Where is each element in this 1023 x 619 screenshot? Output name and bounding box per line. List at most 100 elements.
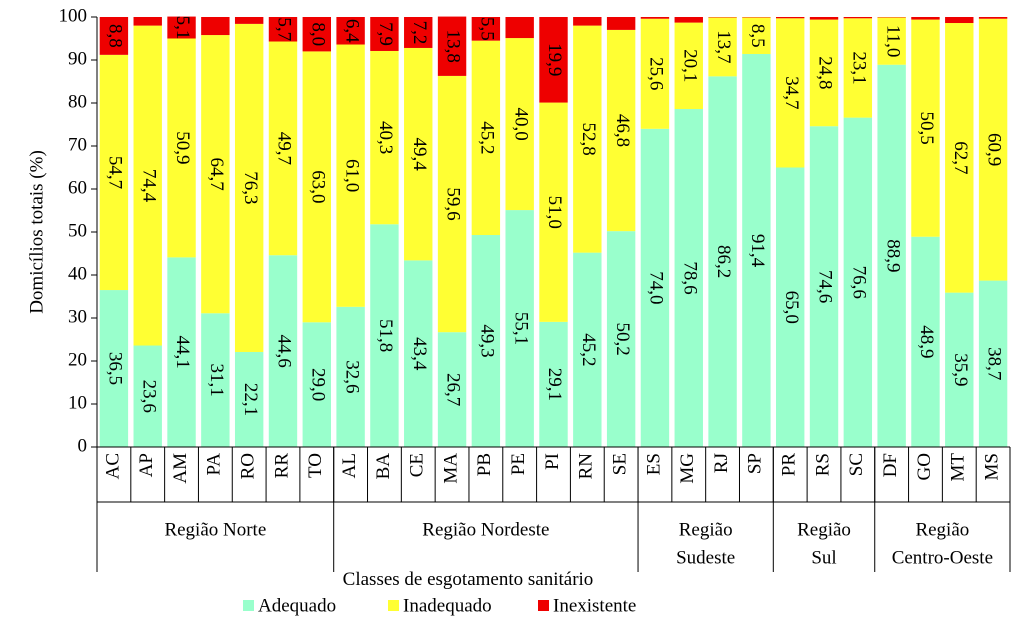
x-tick-label: SP [745,453,766,474]
value-label: 74,0 [646,271,667,304]
x-tick-label: MA [440,453,461,484]
bar-segment [505,210,534,447]
x-tick-label: AP [136,453,157,477]
bar-segment [674,109,703,448]
bar-segment [809,17,839,20]
x-tick-label: MG [677,453,698,484]
bar-segment [640,17,670,19]
x-tick-label: PA [204,453,225,476]
value-label: 65,0 [781,291,802,324]
group-label: Região [797,519,851,540]
group-label: Região Nordeste [422,519,549,540]
legend-swatch [538,600,549,611]
y-tick-label: 50 [68,220,87,241]
bar-segment [437,16,467,76]
value-label: 22,1 [240,383,261,416]
value-label: 48,9 [916,325,937,358]
bar-segment [776,167,805,447]
bar-segment [99,17,129,55]
value-label: 8,5 [747,24,768,48]
y-tick-label: 80 [68,91,87,112]
bar-segment [268,41,298,256]
legend-swatch [388,600,399,611]
x-tick-label: PR [779,453,800,477]
value-label: 88,9 [882,239,903,272]
bar-segment [437,332,467,447]
y-tick-label: 70 [68,134,87,155]
bar-segment [809,126,839,447]
bar-segment [471,17,501,41]
value-label: 5,7 [274,17,295,41]
value-label: 31,1 [206,364,227,397]
y-tick-label: 0 [78,435,88,456]
value-label: 44,1 [172,336,193,369]
x-tick-label: MS [981,453,1002,480]
bar-segment [945,17,974,24]
value-label: 13,8 [443,30,464,63]
value-label: 50,2 [612,322,633,355]
value-label: 63,0 [307,170,328,203]
bar-segment [234,23,264,352]
value-label: 29,1 [544,368,565,401]
value-label: 20,1 [679,49,700,82]
bar-segment [99,290,129,447]
value-label: 38,7 [984,347,1005,380]
value-label: 23,6 [138,380,159,413]
bar-segment [201,35,230,314]
value-label: 51,8 [375,319,396,352]
bar-segment [201,17,230,36]
bar-segment [201,313,230,447]
bar-segment [742,53,771,447]
y-axis-label: Domicílios totais (%) [26,150,47,314]
x-tick-label: DF [880,453,901,477]
bar-segment [268,255,298,447]
value-label: 8,8 [105,24,126,48]
value-label: 6,4 [341,19,362,43]
value-label: 35,9 [950,353,971,386]
x-tick-label: AL [339,453,360,478]
bar-segment [945,292,974,447]
value-label: 78,6 [679,261,700,294]
value-label: 46,8 [612,114,633,147]
group-label: Sudeste [676,547,735,568]
y-tick-label: 90 [68,48,87,69]
legend-label: Inadequado [403,595,492,616]
bar-segment [539,17,568,103]
value-label: 59,6 [443,187,464,220]
value-label: 86,2 [713,245,734,278]
value-label: 24,8 [815,56,836,89]
x-tick-label: PE [508,453,529,475]
bar-segment [471,40,501,236]
x-tick-label: AM [170,453,191,484]
value-label: 51,0 [544,196,565,229]
legend-label: Adequado [258,595,336,616]
bar-segment [809,19,839,127]
bar-segment [978,18,1008,281]
value-label: 32,6 [341,360,362,393]
x-tick-label: RS [812,453,833,476]
bar-segment [945,23,974,293]
y-tick-label: 40 [68,263,87,284]
bar-segment [843,18,873,118]
y-tick-label: 100 [59,5,88,26]
bar-segment [742,17,771,54]
value-label: 5,1 [172,16,193,40]
value-label: 54,7 [105,156,126,189]
y-tick-label: 20 [68,349,87,370]
bar-segment [978,17,1008,19]
bar-segment [437,75,467,333]
bar-segment [471,235,501,447]
bar-segment [674,17,703,23]
bar-segment [911,236,940,447]
bar-segment [505,17,534,39]
bar-segment [573,25,602,253]
value-label: 40,3 [375,121,396,154]
value-label: 25,6 [646,57,667,90]
x-tick-label: BA [373,453,394,480]
value-label: 49,3 [477,324,498,357]
y-tick-label: 60 [68,177,87,198]
bar-segment [133,25,162,346]
value-label: 49,7 [274,132,295,165]
bar-segment [336,306,365,447]
